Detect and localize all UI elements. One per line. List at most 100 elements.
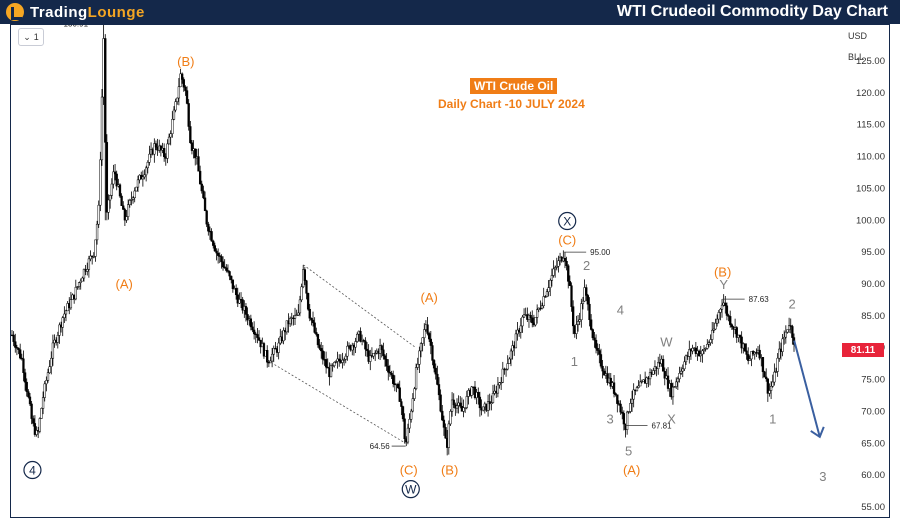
candle-body [169,133,172,138]
candle-body [32,418,35,424]
candle-body [262,343,266,357]
candle-body [701,350,704,355]
y-tick-label: 90.00 [861,279,885,290]
candle-body [167,136,171,145]
candle-body [747,354,750,361]
candle-body [58,324,61,336]
candle-body [576,321,580,325]
candle-body [661,358,665,372]
candle-body [514,333,518,349]
candle-body [22,358,25,373]
candle-body [596,347,599,351]
y-tick-label: 65.00 [861,438,885,449]
candle-body [429,338,432,346]
unit-label[interactable]: BLL [848,52,865,62]
candle-body [648,372,652,380]
candle-body [580,303,583,321]
candle-body [365,348,369,351]
candle-body [241,299,244,311]
candle-body [369,355,372,362]
candle-body [251,326,254,331]
wedge-line [303,264,417,349]
candle-body [202,190,205,199]
candle-body [228,271,231,277]
currency-label[interactable]: USD [848,31,868,41]
candle-body [640,381,644,383]
candle-body [99,159,102,206]
wave-label: 3 [607,412,614,427]
candle-body [691,347,694,352]
candle-body [720,304,724,310]
candle-body [783,336,786,340]
wave-label: X [563,215,571,229]
candle-body [552,268,555,276]
candle-body [257,337,261,341]
candle-body [210,231,213,242]
candle-body [444,427,447,439]
candle-body [145,167,148,176]
candle-body [87,258,91,270]
y-tick-label: 100.00 [856,215,885,226]
candle-body [249,318,253,328]
candle-body [238,299,241,304]
candle-body [567,265,570,282]
candle-body [439,394,442,412]
candle-body [331,365,334,367]
candle-body [612,382,616,394]
candle-body [277,342,280,353]
candle-body [601,365,604,372]
candle-body [326,366,329,369]
candle-body [452,399,455,406]
candle-body [578,319,581,322]
candle-body [107,199,110,213]
candle-body [707,342,711,345]
wave-label: (A) [623,463,640,478]
candle-body [730,324,733,328]
candle-body [316,334,320,346]
candle-body [154,143,158,148]
candle-body [179,73,182,88]
candle-body [146,162,149,169]
candle-body [333,362,336,366]
candle-body [455,405,459,409]
candle-body [374,352,377,355]
candle-body [396,383,400,388]
candle-body [177,86,181,99]
logo-icon [6,3,24,21]
candle-body [100,96,104,161]
candle-body [48,366,51,373]
candle-body [619,403,622,413]
candle-body [697,350,701,357]
candle-body [740,336,743,349]
wave-label: W [405,483,417,497]
candle-body [437,384,441,396]
candle-body [599,354,603,367]
candle-body [763,371,766,378]
candle-body [230,275,233,281]
candle-body [64,310,68,315]
candle-body [306,293,310,310]
candle-body [198,170,202,185]
candle-body [115,173,118,187]
candle-body [773,371,776,383]
wave-label: (C) [558,233,576,248]
candle-body [341,359,344,363]
candle-body [678,373,681,380]
candle-body [297,312,300,316]
candle-body [225,267,228,271]
candle-body [77,282,81,287]
candle-body [614,393,617,396]
price-chart[interactable]: 55.0060.0065.0070.0075.0080.0085.0090.00… [10,24,890,518]
candle-body [791,326,794,338]
candle-body [380,345,383,351]
y-tick-label: 60.00 [861,470,885,481]
candle-body [313,322,316,333]
candle-body [400,401,403,407]
y-tick-label: 110.00 [857,152,885,163]
candle-body [568,281,572,286]
projection-arrow-line [793,340,821,438]
candle-body [172,109,176,120]
candle-body [310,317,313,321]
chart-title: WTI Crude Oil [470,78,558,94]
timeframe-selector[interactable]: ⌄ 1 [18,28,44,46]
